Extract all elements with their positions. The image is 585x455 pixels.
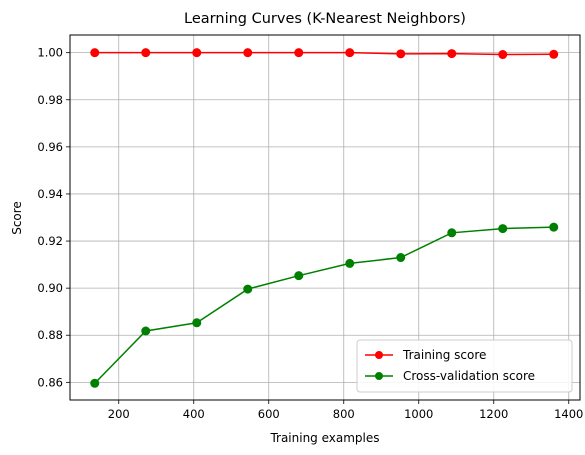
data-point-cross-validation-score <box>447 228 457 238</box>
y-axis-ticks: 0.86 0.88 0.90 0.92 0.94 0.96 0.98 1.00 <box>37 46 70 389</box>
legend-box <box>356 339 573 393</box>
y-tick-label: 0.96 <box>37 140 63 154</box>
legend-label-training-score: Training score <box>402 348 486 362</box>
y-tick-label: 0.86 <box>37 375 63 389</box>
x-tick-label: 1400 <box>554 407 583 421</box>
data-point-cross-validation-score <box>243 284 253 294</box>
y-tick-label: 0.94 <box>37 187 63 201</box>
data-point-training-score <box>498 50 508 60</box>
data-point-training-score <box>141 48 151 58</box>
series-line-cross-validation-score <box>94 226 554 384</box>
legend-label-cross-validation-score: Cross-validation score <box>403 369 535 383</box>
x-axis-ticks: 200 400 600 800 1000 1200 1400 <box>108 400 583 421</box>
series-cross-validation-score <box>90 222 559 388</box>
data-point-training-score <box>243 48 253 58</box>
legend-marker-cross-validation-score <box>375 372 383 380</box>
chart-title: Learning Curves (K-Nearest Neighbors) <box>184 11 466 27</box>
legend-marker-training-score <box>375 351 383 359</box>
x-tick-label: 200 <box>108 407 130 421</box>
data-point-training-score <box>549 49 559 59</box>
data-point-cross-validation-score <box>498 224 508 234</box>
y-tick-label: 0.98 <box>37 93 63 107</box>
data-point-cross-validation-score <box>345 258 355 268</box>
data-point-cross-validation-score <box>396 253 406 263</box>
data-point-training-score <box>192 48 202 58</box>
data-point-training-score <box>447 49 457 59</box>
y-tick-label: 0.90 <box>37 281 63 295</box>
x-tick-label: 1200 <box>479 407 508 421</box>
series-layer <box>90 48 559 388</box>
data-point-training-score <box>90 48 100 58</box>
legend: Training score Cross-validation score <box>356 339 573 393</box>
data-point-cross-validation-score <box>294 271 304 281</box>
y-tick-label: 0.88 <box>37 328 63 342</box>
data-point-training-score <box>294 48 304 58</box>
series-line-training-score <box>94 51 554 56</box>
y-tick-label: 1.00 <box>37 46 63 60</box>
x-tick-label: 800 <box>333 407 355 421</box>
data-point-cross-validation-score <box>549 222 559 232</box>
x-tick-label: 400 <box>183 407 205 421</box>
data-point-cross-validation-score <box>141 326 151 336</box>
x-axis-label: Training examples <box>269 431 379 445</box>
y-axis-label: Score <box>10 201 24 235</box>
series-training-score <box>90 48 559 60</box>
data-point-training-score <box>345 48 355 58</box>
data-point-cross-validation-score <box>192 318 202 328</box>
data-point-training-score <box>396 49 406 59</box>
x-tick-label: 1000 <box>404 407 433 421</box>
data-point-cross-validation-score <box>90 378 100 388</box>
axes-frame <box>69 34 581 401</box>
x-tick-label: 600 <box>258 407 280 421</box>
y-tick-label: 0.92 <box>37 234 63 248</box>
